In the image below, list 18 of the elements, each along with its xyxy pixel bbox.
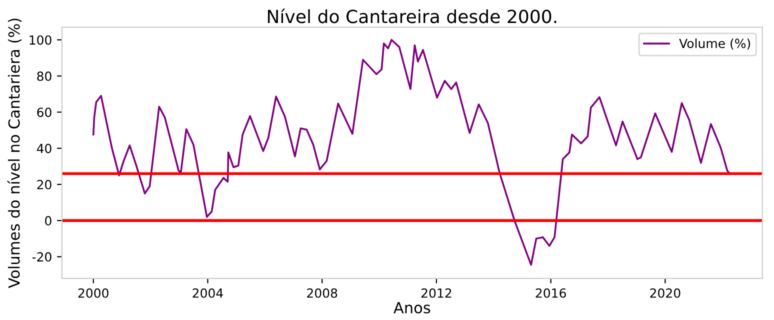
x-tick-label: 2000 (78, 288, 108, 298)
y-tick-label: 100 (30, 35, 52, 45)
x-tick-label: 2016 (536, 288, 566, 298)
x-axis-title: Anos (394, 302, 430, 314)
y-tick-label: 60 (37, 108, 52, 118)
x-tick-label: 2008 (307, 288, 338, 298)
y-tick-label: -20 (32, 252, 52, 262)
y-tick-label: 0 (45, 216, 52, 226)
x-tick-label: 2004 (192, 288, 223, 298)
legend-label: Volume (%) (679, 38, 750, 50)
chart-title: Nível do Cantareira desde 2000. (268, 8, 556, 24)
y-axis-title: Volumes do nível no Cantariera (%) (7, 18, 22, 288)
x-tick-label: 2012 (421, 288, 452, 298)
y-tick-label: 40 (36, 144, 52, 154)
x-tick-label: 2020 (650, 288, 680, 298)
line-series (92, 38, 730, 266)
y-tick-label: 20 (37, 180, 52, 190)
y-tick-label: 80 (37, 71, 52, 81)
